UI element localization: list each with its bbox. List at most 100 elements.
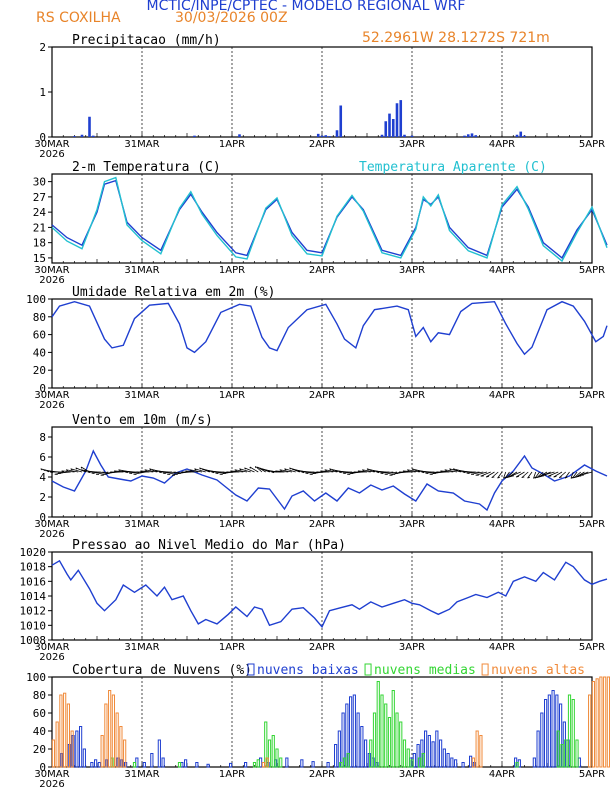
wind-arrow-head bbox=[521, 476, 525, 479]
panel3-y-tick-label: 20 bbox=[33, 364, 46, 377]
wind-arrow-head bbox=[80, 469, 84, 472]
wind-arrow-head bbox=[289, 467, 291, 470]
panel5-y-tick-label: 1018 bbox=[20, 561, 47, 574]
cloud-bar-0 bbox=[442, 748, 446, 768]
station-coordinates: 52.2961W 28.1272S 721m bbox=[362, 30, 550, 46]
wind-arrow-head bbox=[201, 468, 204, 471]
cloud-bar-1 bbox=[406, 748, 410, 768]
run-date: 30/03/2026 00Z bbox=[175, 10, 288, 26]
wind-arrow bbox=[289, 467, 300, 473]
panel6-y-tick-label: 20 bbox=[33, 743, 46, 756]
wind-arrow bbox=[275, 470, 289, 473]
wind-arrow-head bbox=[449, 468, 452, 471]
wind-arrow bbox=[527, 471, 533, 479]
cloud-bar-1 bbox=[256, 759, 260, 768]
panel5-line-mslp bbox=[51, 559, 608, 629]
wind-arrow bbox=[480, 471, 491, 477]
wind-arrow bbox=[540, 471, 551, 477]
cloud-bar-2 bbox=[603, 676, 607, 768]
panel1-x-tick-label: 31MAR bbox=[124, 139, 159, 150]
wind-arrow-head bbox=[70, 468, 73, 471]
wind-arrow-head bbox=[369, 469, 372, 472]
wind-arrow bbox=[234, 469, 248, 473]
wind-arrow bbox=[61, 470, 75, 473]
wind-arrow-head bbox=[366, 468, 369, 471]
wind-arrow-head bbox=[312, 472, 316, 475]
wind-arrow-head bbox=[114, 470, 117, 473]
wind-arrow bbox=[140, 470, 154, 473]
wind-arrow bbox=[444, 469, 458, 473]
wind-arrow-head bbox=[527, 476, 531, 479]
wind-arrow bbox=[57, 471, 71, 474]
cloud-bar-1 bbox=[387, 717, 392, 768]
cloud-bar-1 bbox=[279, 757, 283, 768]
panel2-title: 2-m Temperatura (C) bbox=[72, 160, 221, 175]
wind-arrow bbox=[578, 471, 589, 477]
panel5-title: Pressao ao Nivel Medio do Mar (hPa) bbox=[72, 538, 346, 553]
cloud-bar-0 bbox=[544, 699, 548, 768]
wind-arrow-head bbox=[106, 472, 110, 475]
wind-arrow bbox=[470, 471, 484, 475]
wind-arrow bbox=[384, 471, 398, 475]
wind-arrow bbox=[257, 466, 266, 473]
cloud-bar-0 bbox=[360, 726, 364, 768]
cloud-bar-0 bbox=[195, 762, 199, 768]
panel3-title: Umidade Relativa em 2m (%) bbox=[72, 285, 276, 300]
precip-bar bbox=[88, 116, 91, 137]
panel2-y-tick-label: 15 bbox=[33, 252, 46, 265]
panel4-x-tick-label: 1APR bbox=[219, 519, 245, 530]
wind-arrow bbox=[194, 468, 206, 473]
cloud-bar-0 bbox=[424, 730, 428, 768]
precip-bar bbox=[324, 135, 328, 137]
cloud-bar-0 bbox=[244, 762, 248, 768]
wind-arrow-head bbox=[46, 470, 50, 473]
cloud-bar-0 bbox=[536, 730, 540, 768]
panel2-y-tick-label: 27 bbox=[33, 191, 46, 204]
panel6-y-tick-label: 0 bbox=[39, 761, 46, 774]
cloud-bar-2 bbox=[475, 730, 479, 768]
cloud-bar-0 bbox=[461, 762, 465, 768]
wind-arrow bbox=[538, 471, 548, 478]
wind-arrow-head bbox=[57, 472, 61, 475]
cloud-bar-2 bbox=[599, 676, 603, 768]
wind-arrow-head bbox=[294, 469, 297, 472]
wind-arrow-head bbox=[155, 470, 158, 473]
cloud-bar-0 bbox=[82, 748, 86, 768]
cloud-bar-1 bbox=[564, 739, 568, 768]
wind-arrow bbox=[548, 471, 559, 477]
cloud-bar-1 bbox=[417, 757, 422, 768]
cloud-bar-0 bbox=[435, 730, 439, 768]
wind-arrow-head bbox=[61, 470, 65, 473]
cloud-bar-1 bbox=[372, 712, 377, 768]
cloud-legend-swatch bbox=[364, 663, 372, 676]
cloud-bar-2 bbox=[100, 735, 104, 768]
cloud-bar-2 bbox=[123, 739, 127, 768]
cloud-bar-0 bbox=[90, 762, 94, 768]
wind-arrow bbox=[580, 471, 593, 476]
wind-arrow bbox=[255, 466, 263, 473]
panel2-y-tick-label: 24 bbox=[33, 206, 47, 219]
precip-bar bbox=[238, 134, 241, 137]
panel3-x-tick-label: 2APR bbox=[309, 390, 335, 401]
wind-arrow-head bbox=[185, 470, 188, 473]
wind-arrow-head bbox=[50, 471, 53, 474]
wind-arrow-head bbox=[491, 476, 495, 479]
wind-arrow-head bbox=[211, 471, 215, 474]
panel5-x-year-label: 2026 bbox=[39, 652, 64, 663]
cloud-bar-0 bbox=[285, 757, 289, 768]
cloud-bar-1 bbox=[177, 762, 182, 768]
panel4-x-tick-label: 4APR bbox=[489, 519, 515, 530]
cloud-bar-1 bbox=[560, 744, 564, 768]
wind-arrow bbox=[305, 471, 319, 474]
panel4-y-tick-label: 2 bbox=[39, 491, 46, 504]
wind-arrow bbox=[279, 469, 293, 473]
panel1-y-tick-label: 0 bbox=[39, 131, 46, 144]
cloud-bar-2 bbox=[261, 762, 265, 768]
wind-arrow-head bbox=[189, 469, 192, 472]
panel2-x-tick-label: 1APR bbox=[219, 265, 245, 276]
panel3-x-tick-label: 30MAR bbox=[34, 390, 69, 401]
cloud-bar-0 bbox=[334, 744, 338, 768]
wind-arrow bbox=[491, 471, 499, 478]
panel4-line-wind_speed bbox=[51, 449, 608, 512]
wind-arrow-head bbox=[432, 472, 436, 475]
